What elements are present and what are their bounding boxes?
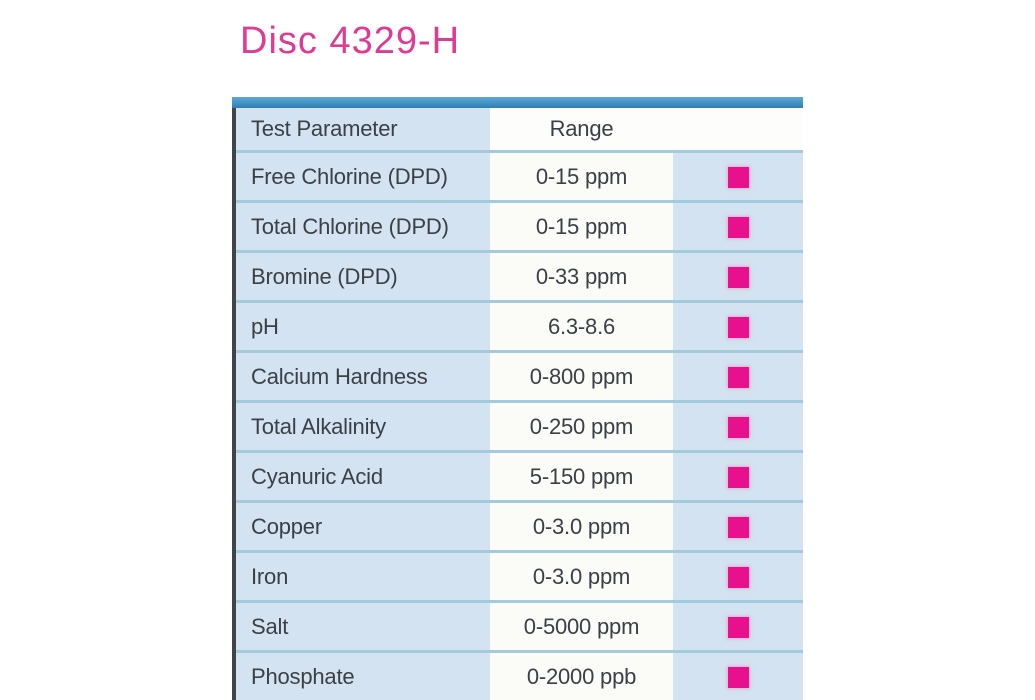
range-cell: 0-3.0 ppm [490, 550, 673, 602]
range-cell: 0-250 ppm [490, 400, 673, 452]
table-top-accent-bar [232, 97, 803, 108]
range-cell: 0-5000 ppm [490, 600, 673, 652]
pink-square-icon [727, 467, 749, 489]
table-row: Calcium Hardness 0-800 ppm [236, 350, 803, 402]
pink-square-icon [727, 217, 749, 239]
header-range: Range [490, 108, 673, 152]
pink-square-icon [727, 617, 749, 639]
table-body: Free Chlorine (DPD) 0-15 ppm Total Chlor… [236, 150, 803, 700]
indicator-cell [673, 150, 803, 202]
indicator-cell [673, 550, 803, 602]
pink-square-icon [727, 267, 749, 289]
header-test-parameter: Test Parameter [236, 108, 490, 152]
parameter-cell: Total Chlorine (DPD) [236, 200, 490, 252]
table-row: Bromine (DPD) 0-33 ppm [236, 250, 803, 302]
pink-square-icon [727, 517, 749, 539]
parameter-cell: Copper [236, 500, 490, 552]
table-row: Iron 0-3.0 ppm [236, 550, 803, 602]
table-row: Cyanuric Acid 5-150 ppm [236, 450, 803, 502]
indicator-cell [673, 450, 803, 502]
table-row: Salt 0-5000 ppm [236, 600, 803, 652]
indicator-cell [673, 600, 803, 652]
pink-square-icon [727, 317, 749, 339]
pink-square-icon [727, 167, 749, 189]
header-indicator-spacer [673, 108, 803, 152]
pink-square-icon [727, 567, 749, 589]
table-row: Total Chlorine (DPD) 0-15 ppm [236, 200, 803, 252]
test-parameter-table-card: Test Parameter Range Free Chlorine (DPD)… [232, 97, 803, 700]
indicator-cell [673, 500, 803, 552]
parameter-cell: Phosphate [236, 650, 490, 700]
indicator-cell [673, 300, 803, 352]
indicator-cell [673, 650, 803, 700]
range-cell: 0-2000 ppb [490, 650, 673, 700]
parameter-cell: Iron [236, 550, 490, 602]
range-cell: 0-33 ppm [490, 250, 673, 302]
table-row: Total Alkalinity 0-250 ppm [236, 400, 803, 452]
range-cell: 0-15 ppm [490, 200, 673, 252]
range-cell: 0-15 ppm [490, 150, 673, 202]
range-cell: 5-150 ppm [490, 450, 673, 502]
pink-square-icon [727, 367, 749, 389]
page-title: Disc 4329-H [240, 20, 461, 62]
table-row: Phosphate 0-2000 ppb [236, 650, 803, 700]
range-cell: 0-800 ppm [490, 350, 673, 402]
indicator-cell [673, 350, 803, 402]
pink-square-icon [727, 417, 749, 439]
indicator-cell [673, 250, 803, 302]
pink-square-icon [727, 667, 749, 689]
table-header-row: Test Parameter Range [236, 108, 803, 152]
parameter-cell: Cyanuric Acid [236, 450, 490, 502]
table-row: Free Chlorine (DPD) 0-15 ppm [236, 150, 803, 202]
table-row: Copper 0-3.0 ppm [236, 500, 803, 552]
parameter-cell: Salt [236, 600, 490, 652]
table-wrap: Test Parameter Range Free Chlorine (DPD)… [232, 108, 803, 700]
parameter-cell: pH [236, 300, 490, 352]
range-cell: 0-3.0 ppm [490, 500, 673, 552]
table-row: pH 6.3-8.6 [236, 300, 803, 352]
parameter-cell: Total Alkalinity [236, 400, 490, 452]
parameter-cell: Bromine (DPD) [236, 250, 490, 302]
indicator-cell [673, 400, 803, 452]
test-parameter-table: Test Parameter Range Free Chlorine (DPD)… [236, 108, 803, 700]
indicator-cell [673, 200, 803, 252]
parameter-cell: Free Chlorine (DPD) [236, 150, 490, 202]
parameter-cell: Calcium Hardness [236, 350, 490, 402]
range-cell: 6.3-8.6 [490, 300, 673, 352]
